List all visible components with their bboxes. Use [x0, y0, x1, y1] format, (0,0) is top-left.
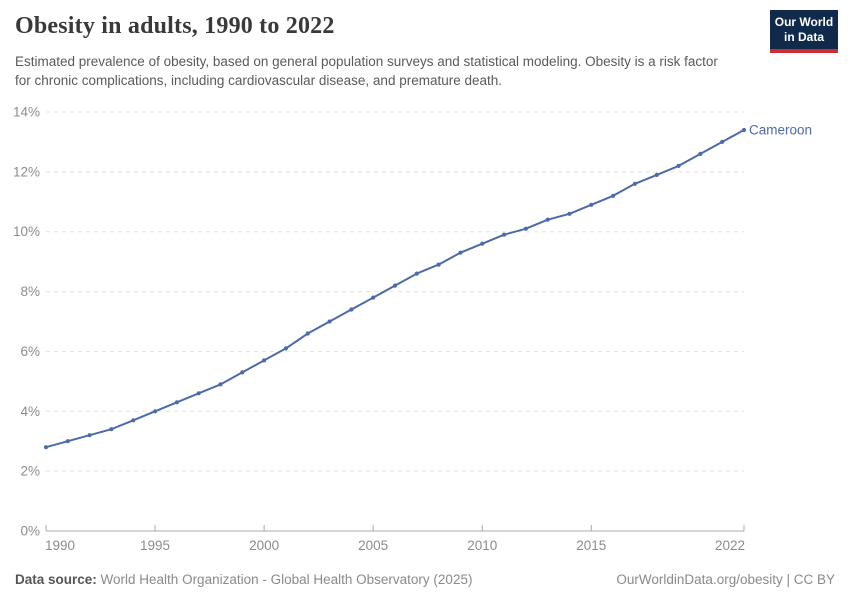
- data-point: [589, 202, 594, 207]
- data-point: [698, 151, 703, 156]
- data-point: [676, 163, 681, 168]
- logo-text-line2: in Data: [783, 30, 824, 44]
- data-point: [218, 382, 223, 387]
- data-point: [87, 433, 92, 438]
- data-point: [436, 262, 441, 267]
- data-point: [65, 439, 70, 444]
- data-point: [305, 331, 310, 336]
- data-point: [720, 139, 725, 144]
- data-source: Data source: World Health Organization -…: [15, 572, 472, 587]
- data-point: [545, 217, 550, 222]
- data-point: [174, 400, 179, 405]
- data-point: [283, 346, 288, 351]
- data-point: [414, 271, 419, 276]
- data-point: [523, 226, 529, 231]
- data-point: [741, 127, 747, 133]
- x-tick-label: 2010: [467, 538, 497, 553]
- y-tick-label: 0%: [20, 524, 40, 539]
- x-tick-label: 1990: [45, 538, 75, 553]
- data-point: [327, 319, 332, 324]
- y-tick-label: 14%: [13, 105, 40, 120]
- x-tick-label: 1995: [140, 538, 170, 553]
- data-point: [131, 418, 136, 423]
- chart-subtitle: Estimated prevalence of obesity, based o…: [15, 54, 718, 88]
- data-point: [654, 172, 659, 177]
- data-point: [458, 250, 463, 255]
- x-tick-label: 2015: [576, 538, 606, 553]
- series-label-cameroon: Cameroon: [749, 122, 812, 137]
- x-tick-label: 2005: [358, 538, 388, 553]
- data-point: [632, 181, 638, 186]
- y-tick-label: 8%: [20, 284, 40, 299]
- data-point: [567, 211, 572, 216]
- data-point: [502, 232, 507, 237]
- data-point: [240, 370, 245, 375]
- credit-link[interactable]: OurWorldinData.org/obesity | CC BY: [616, 572, 835, 587]
- chart-footer: Data source: World Health Organization -…: [15, 572, 835, 587]
- logo-text-line1: Our World: [774, 15, 834, 29]
- y-tick-label: 4%: [20, 404, 40, 419]
- y-tick-label: 10%: [13, 224, 40, 239]
- owid-logo[interactable]: Our World in Data: [770, 10, 838, 53]
- chart-title: Obesity in adults, 1990 to 2022: [15, 13, 335, 39]
- data-point: [153, 409, 158, 414]
- data-point: [371, 295, 376, 300]
- data-line-cameroon[interactable]: [45, 129, 745, 449]
- data-point: [109, 427, 114, 432]
- data-point: [262, 358, 267, 363]
- y-tick-label: 6%: [20, 344, 40, 359]
- data-point: [392, 283, 398, 288]
- y-tick-label: 12%: [13, 164, 40, 179]
- data-point: [611, 193, 616, 198]
- data-point: [349, 307, 354, 312]
- x-tick-label: 2000: [249, 538, 279, 553]
- x-tick-label: 2022: [715, 538, 745, 553]
- data-point: [196, 391, 201, 396]
- data-point: [43, 445, 49, 450]
- y-tick-label: 2%: [20, 464, 40, 479]
- data-source-label: Data source:: [15, 572, 97, 587]
- data-point: [480, 241, 485, 246]
- data-source-text: World Health Organization - Global Healt…: [96, 572, 473, 587]
